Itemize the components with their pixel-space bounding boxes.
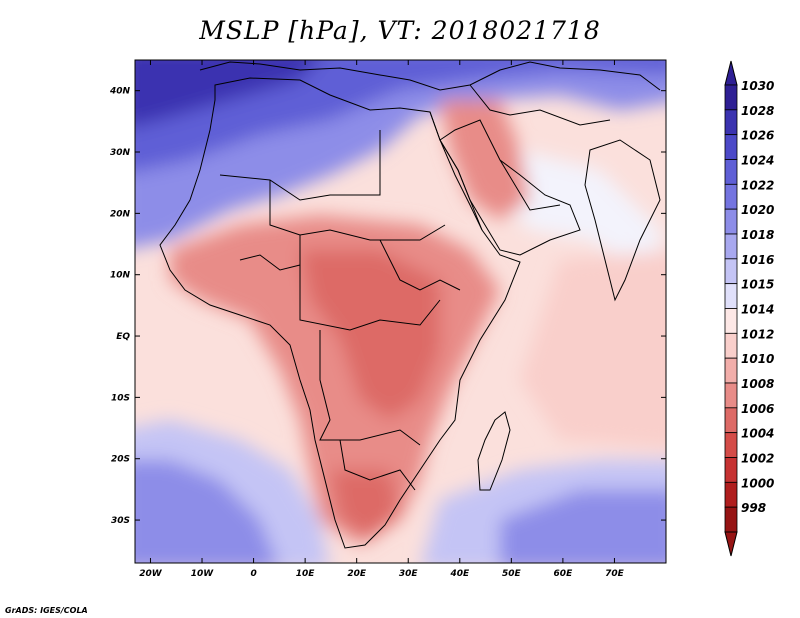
red-sea-coast [429,111,483,231]
y-tick-label: 20N [110,209,131,219]
colorbar-bottom-arrow [724,531,738,557]
x-tick-label: 20E [347,569,367,579]
colorbar-segment [724,457,738,483]
colorbar-segment [724,308,738,334]
colorbar-segment [724,382,738,409]
northwest-high-core [135,60,318,127]
colorbar-segment [724,159,738,185]
colorbar-segment [724,432,738,458]
border-7 [379,239,461,291]
indian-ocean-zone [520,251,666,449]
border-5 [339,439,416,491]
colorbar-segment [724,233,738,260]
colorbar-label: 1004 [741,427,774,441]
colorbar-segment [724,407,738,434]
y-tick-label: 30S [111,516,130,526]
colorbar-segment [724,506,738,533]
colorbar-label: 1028 [741,104,774,118]
colorbar: 1030 1028 1026 1024 1022 1020 1018 1016 1015 1014… [724,60,774,557]
colorbar-segment [724,481,738,508]
x-tick-label: 40E [449,569,470,579]
x-tick-label: 50E [502,569,522,579]
south-africa-low-core [330,470,400,540]
y-tick-label: 10N [110,271,131,281]
x-tick-label: 0 [250,569,256,579]
colorbar-label: 1022 [741,178,774,192]
x-tick-label: 30E [399,569,419,579]
south-atlantic-high-core [135,460,278,563]
colorbar-label: 1002 [741,452,774,466]
colorbar-label: 1010 [741,352,774,366]
colorbar-segment [724,183,738,210]
pressure-field [135,60,666,563]
x-axis: 20W 10W 0 10E 20E 30E 40E 50E 60E 70E [139,60,625,579]
y-tick-label: EQ [116,332,130,342]
x-tick-label: 10E [296,569,316,579]
arabian-pale-zone [500,150,660,280]
colorbar-label: 1006 [741,402,774,416]
colorbar-label: 1030 [741,79,774,93]
colorbar-segment [724,84,738,111]
border-8 [499,159,561,211]
colorbar-label: 1015 [741,278,774,292]
border-4 [319,330,421,446]
plot-frame [134,59,667,564]
map-title: MSLP [hPa], VT: 2018021718 [199,16,601,45]
border-1 [219,130,381,201]
colorbar-label: 1018 [741,228,774,242]
central-africa-low-core [300,250,440,420]
colorbar-segment [724,109,738,136]
border-6 [239,254,301,271]
y-axis: 40N 30N 20N 10N EQ 10S 20S 30S [109,87,666,526]
south-indian-high-core [500,490,666,563]
arabia-coastline [439,119,581,256]
y-tick-label: 30N [110,148,131,158]
india-coastline [584,139,661,302]
y-tick-label: 10S [111,393,130,403]
coastlines [159,61,661,549]
madagascar-coastline [477,411,511,491]
arabia-low-zone [440,100,530,220]
colorbar-label: 1026 [741,129,774,143]
colorbar-label: 1000 [741,476,774,490]
europe-coastline [199,61,661,91]
colorbar-label: 1014 [741,303,774,317]
x-tick-label: 70E [605,569,625,579]
colorbar-label: 998 [741,501,766,515]
colorbar-segment [724,357,738,384]
colorbar-segment [724,134,738,160]
credit-text: GrADS: IGES/COLA [5,606,88,615]
colorbar-label: 1020 [741,203,774,217]
y-tick-label: 40N [109,87,131,97]
border-2 [269,180,446,241]
y-tick-label: 20S [111,455,130,465]
border-9 [469,84,611,126]
x-tick-label: 10W [191,569,215,579]
colorbar-segment [724,283,738,309]
colorbar-segment [724,208,738,235]
colorbar-segment [724,332,738,359]
colorbar-label: 1024 [741,154,774,168]
border-3 [299,235,441,331]
colorbar-label: 1008 [741,377,774,391]
colorbar-segment [724,258,738,285]
x-tick-label: 20W [139,569,163,579]
colorbar-label: 1012 [741,327,774,341]
colorbar-label: 1016 [741,253,774,267]
colorbar-top-arrow [724,60,738,86]
x-tick-label: 60E [554,569,574,579]
